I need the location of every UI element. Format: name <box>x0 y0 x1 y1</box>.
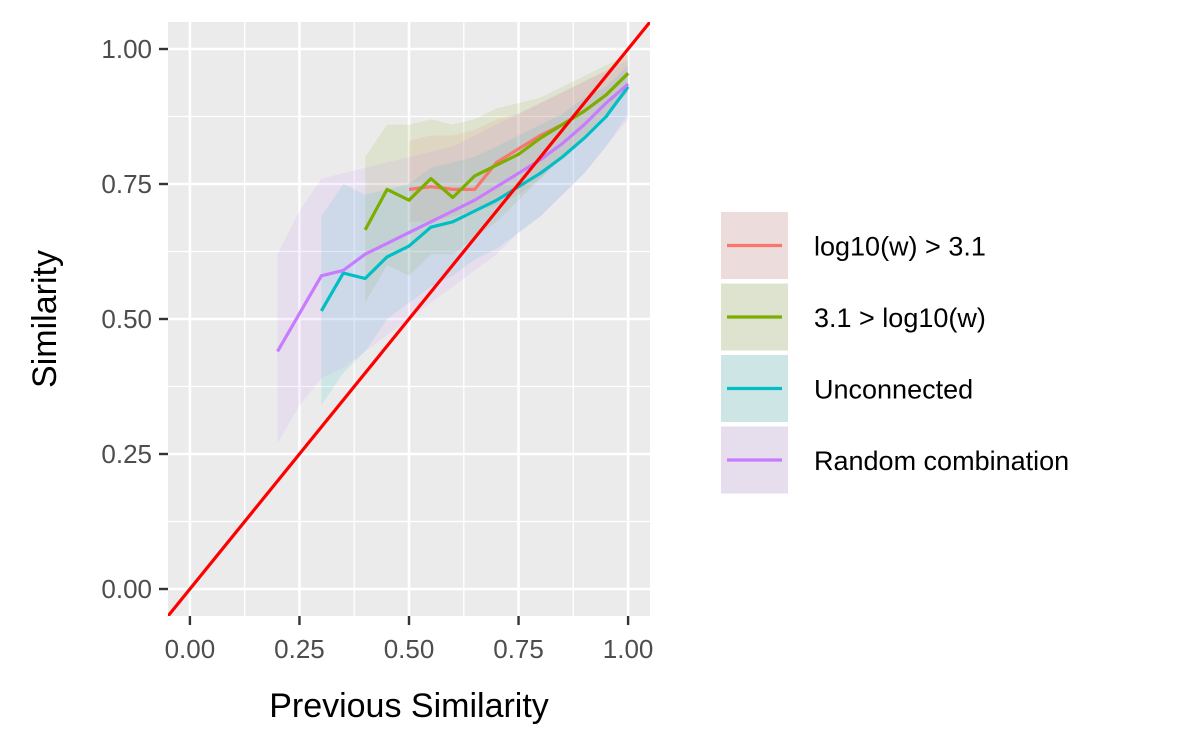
x-tick-label: 0.75 <box>493 634 544 664</box>
reference-line <box>168 22 650 616</box>
legend: log10(w) > 3.1 3.1 > log10(w) Unconnected R… <box>721 212 1069 494</box>
reference-line-group <box>168 22 650 616</box>
y-tick-label: 1.00 <box>101 34 152 64</box>
series-lines <box>276 72 630 353</box>
x-tick-label: 0.25 <box>274 634 325 664</box>
line-series-2 <box>319 85 630 312</box>
legend-item-3: Random combination <box>721 426 1069 494</box>
legend-item-1: 3.1 > log10(w) <box>721 283 986 351</box>
y-tick-label: 0.25 <box>101 439 152 469</box>
legend-label: log10(w) > 3.1 <box>814 232 986 262</box>
y-tick-label: 0.50 <box>101 304 152 334</box>
line-series-1 <box>363 72 630 231</box>
y-tick-label: 0.75 <box>101 169 152 199</box>
legend-item-0: log10(w) > 3.1 <box>721 212 986 279</box>
x-tick-label: 1.00 <box>603 634 654 664</box>
x-tick-label: 0.50 <box>384 634 435 664</box>
legend-label: 3.1 > log10(w) <box>814 303 986 333</box>
y-axis-title: Similarity <box>26 250 64 388</box>
legend-label: Random combination <box>814 446 1069 476</box>
y-tick-label: 0.00 <box>101 574 152 604</box>
line-series-3 <box>276 82 630 353</box>
ribbon-series-0 <box>409 54 629 222</box>
axes: 0.00 0.25 0.50 0.75 1.00 0.00 0.25 0.50 0.75 1.00 <box>101 34 653 664</box>
x-tick-label: 0.00 <box>165 634 216 664</box>
legend-item-2: Unconnected <box>721 355 973 422</box>
x-axis-title: Previous Similarity <box>269 687 549 725</box>
ribbon-series-1 <box>365 54 629 303</box>
legend-label: Unconnected <box>814 375 973 405</box>
